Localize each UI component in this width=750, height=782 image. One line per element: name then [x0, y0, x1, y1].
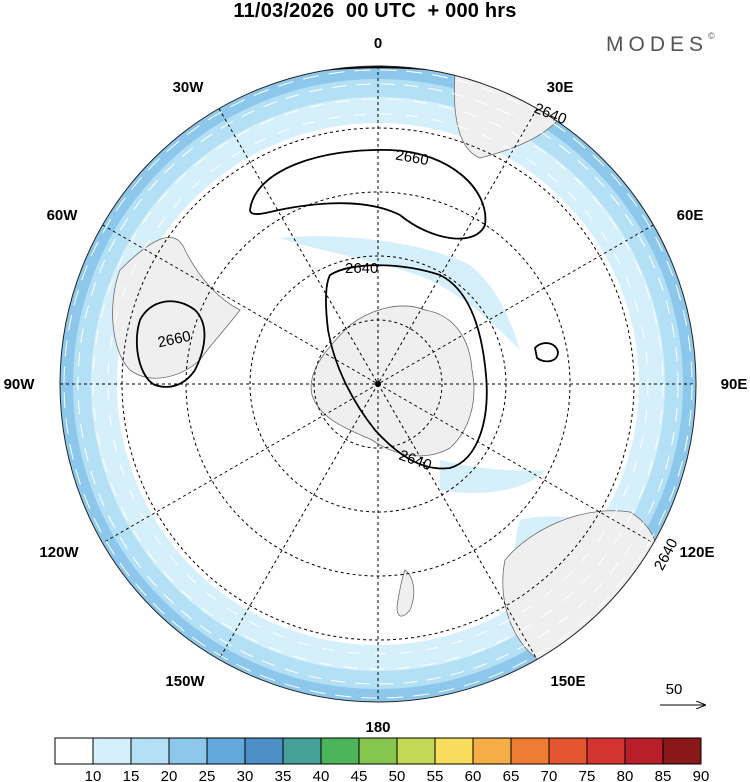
colorbar-swatch: [320, 737, 360, 765]
south-pole-dot: [375, 381, 381, 387]
map-title: 11/03/2026 00 UTC + 000 hrs: [233, 0, 517, 22]
antarctica: [310, 305, 475, 457]
lon-label-120e: 120E: [679, 544, 714, 561]
lon-label-90e: 90E: [721, 376, 748, 393]
colorbar-tick-label: 20: [161, 768, 178, 782]
map-border: [59, 65, 697, 703]
colorbar-swatch: [244, 737, 284, 765]
jet-streak-indian: [440, 460, 545, 494]
lon-label-30e: 30E: [547, 79, 574, 96]
colorbar-swatch: [472, 737, 512, 765]
contour-label: 2660: [156, 328, 192, 352]
colorbar-tick-label: 50: [389, 768, 406, 782]
colorbar-tick-label: 30: [237, 768, 254, 782]
colorbar-swatch: [510, 737, 550, 765]
lon-label-180: 180: [365, 719, 390, 736]
contour-2660-atlantic: [249, 149, 487, 240]
brand-logo: MODES©: [606, 31, 715, 57]
colorbar-swatch: [358, 737, 398, 765]
colorbar-swatch: [130, 737, 170, 765]
colorbar-swatch: [548, 737, 588, 765]
contour-2640-antarctica: [325, 264, 488, 470]
lon-label-0: 0: [374, 35, 382, 52]
colorbar-tick-label: 55: [427, 768, 444, 782]
map-disk: [60, 66, 696, 702]
streamlines: [63, 69, 693, 699]
brand-mark: ©: [708, 31, 715, 41]
lon-label-60w: 60W: [47, 207, 79, 224]
colorbar-swatch: [54, 737, 94, 765]
contour-label: 2640: [651, 536, 682, 573]
colorbar-swatch: [586, 737, 626, 765]
lon-label-150w: 150W: [165, 673, 205, 690]
colorbar-swatch: [434, 737, 474, 765]
colorbar-tick-label: 90: [693, 768, 710, 782]
contour-label: 2660: [394, 147, 430, 170]
colorbar-swatch: [206, 737, 246, 765]
colorbar-swatch: [92, 737, 132, 765]
contour-small-loop: [534, 342, 559, 363]
colorbar-tick-label: 45: [351, 768, 368, 782]
colorbar-swatch: [396, 737, 436, 765]
contour-label: 2640: [345, 260, 378, 277]
jet-streak-atlantic: [280, 236, 520, 350]
colorbar-tick-label: 70: [541, 768, 558, 782]
colorbar-tick-label: 15: [123, 768, 140, 782]
colorbar-tick-label: 10: [85, 768, 102, 782]
lon-label-90w: 90W: [4, 376, 36, 393]
colorbar-swatch: [168, 737, 208, 765]
colorbar-tick-label: 40: [313, 768, 330, 782]
colorbar-tick-label: 75: [579, 768, 596, 782]
colorbar-tick-label: 80: [617, 768, 634, 782]
colorbar-swatch: [624, 737, 664, 765]
reference-vector: 50: [660, 681, 705, 705]
colorbar-swatch: [662, 737, 702, 765]
south-america: [112, 237, 241, 379]
longitude-labels: 0 30E 60E 90E 120E 150E 180 150W 120W 90…: [4, 35, 748, 736]
new-zealand: [396, 569, 415, 617]
lon-label-120w: 120W: [39, 544, 79, 561]
reference-vector-label: 50: [666, 681, 683, 698]
lon-label-60e: 60E: [677, 207, 704, 224]
lon-label-150e: 150E: [550, 673, 585, 690]
brand-text: MODES: [606, 33, 709, 56]
colorbar-tick-label: 60: [465, 768, 482, 782]
colorbar-tick-label: 25: [199, 768, 216, 782]
lon-label-30w: 30W: [173, 79, 205, 96]
colorbar-tick-label: 65: [503, 768, 520, 782]
contour-2660-southamerica: [136, 300, 206, 388]
colorbar: 10 15 20 25 30 35 40 45 50 55 60 65 70 75 80 85 90: [54, 737, 710, 782]
colorbar-swatch: [282, 737, 322, 765]
colorbar-tick-label: 85: [655, 768, 672, 782]
colorbar-tick-label: 35: [275, 768, 292, 782]
